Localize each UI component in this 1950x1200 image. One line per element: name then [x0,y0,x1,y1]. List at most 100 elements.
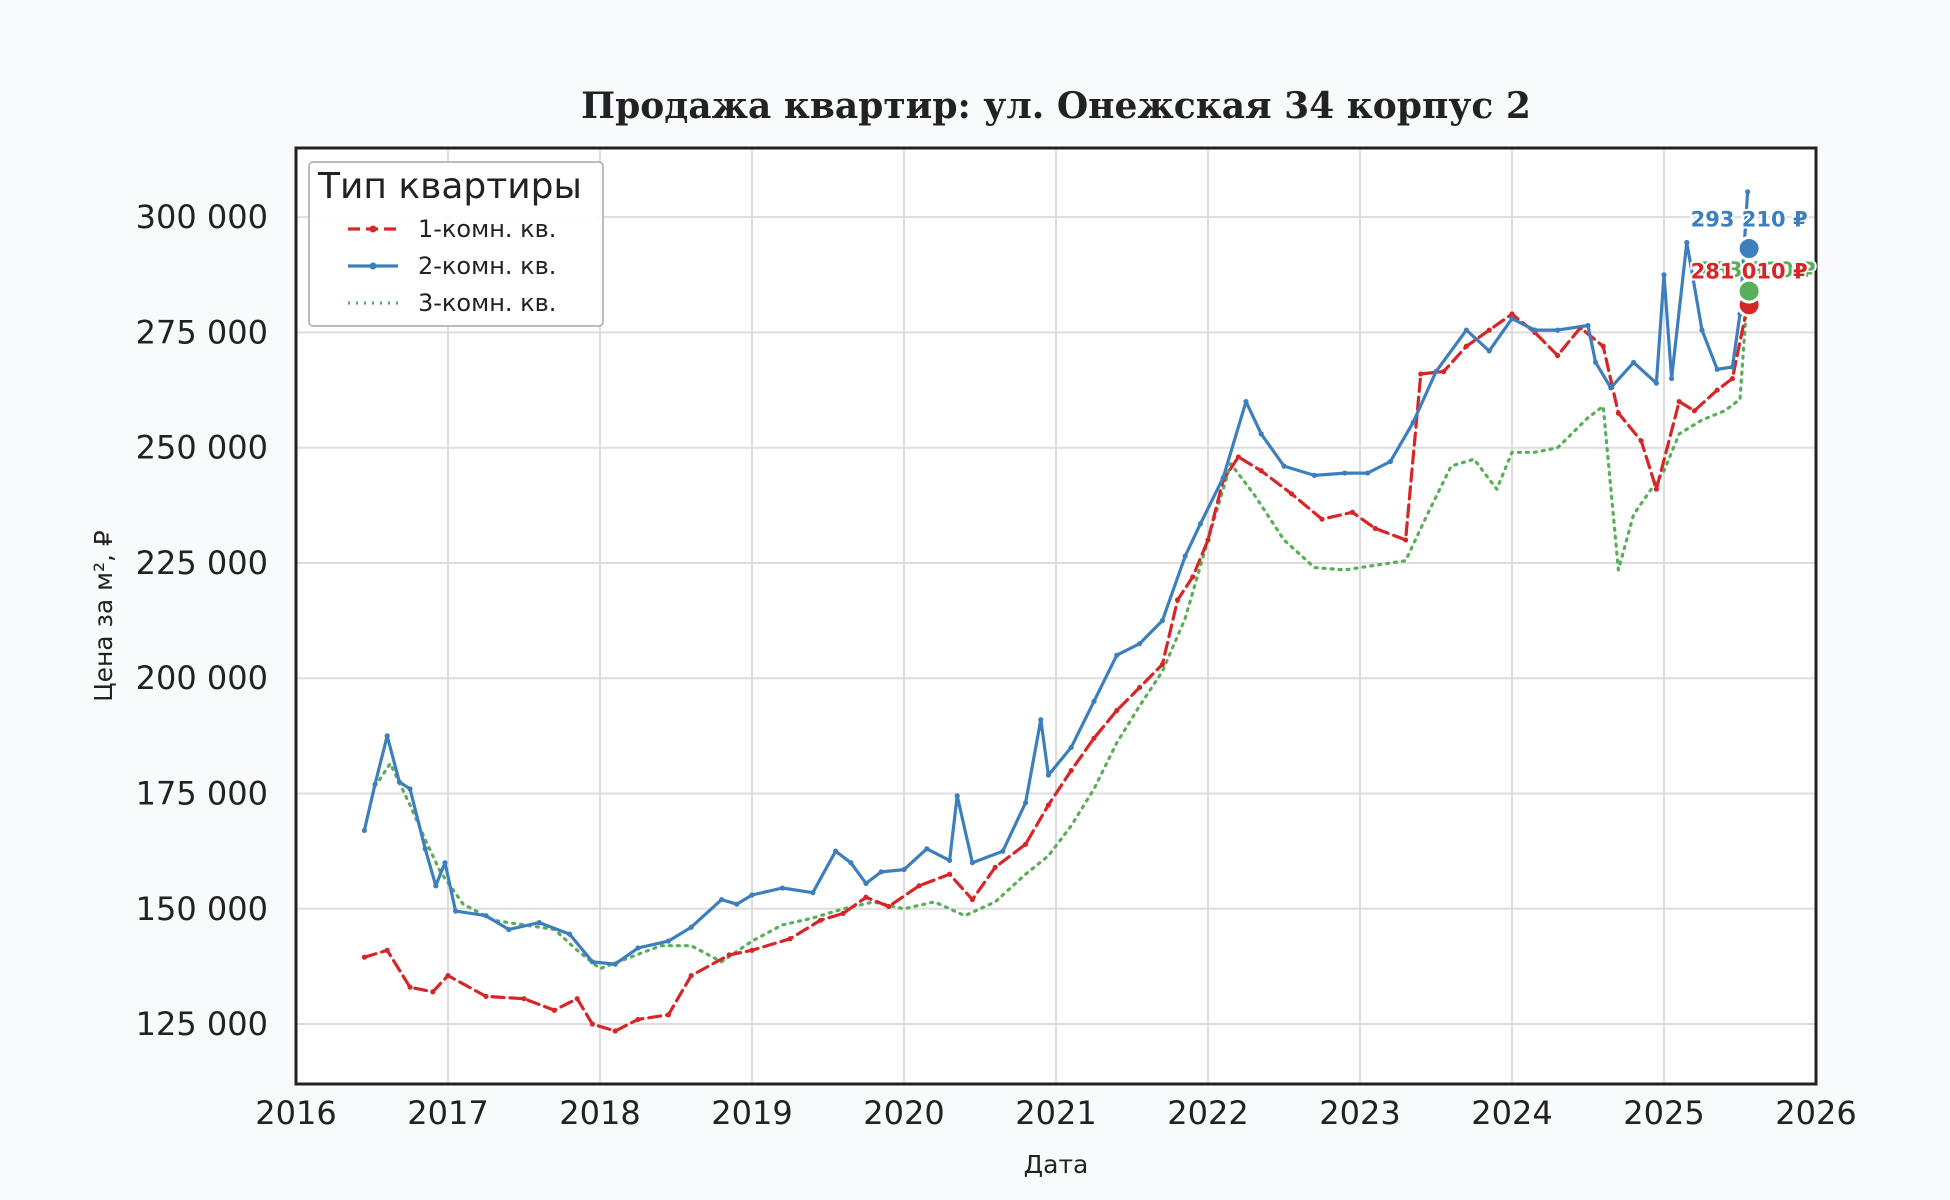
series-point-2 [407,786,413,792]
series-point-2 [453,908,459,914]
legend: Тип квартиры 1-комн. кв. 2-комн. кв. 3-ком… [308,161,604,327]
series-point-1 [1615,410,1621,416]
y-tick-label: 150 000 [136,890,268,928]
series-point-2 [833,848,839,854]
series-point-1 [1486,327,1492,333]
series-point-2 [1068,744,1074,751]
series-point-2 [1038,717,1044,723]
series-point-2 [422,846,428,852]
series-point-2 [665,938,672,944]
series-point-1 [1714,387,1720,393]
x-tick-label: 2019 [711,1094,792,1132]
y-tick-label: 275 000 [136,313,268,351]
series-point-1 [612,1028,618,1034]
series-point-2 [1699,327,1705,333]
series-point-2 [384,733,390,739]
series-point-2 [1745,189,1751,195]
series-point-1 [1205,537,1211,543]
series-point-2 [1281,463,1287,469]
legend-label-1: 1-комн. кв. [418,215,556,243]
series-point-2 [1486,348,1492,354]
series-point-2 [810,890,816,896]
series-point-1 [1159,661,1165,668]
series-point-1 [407,984,413,990]
series-point-1 [992,864,998,870]
series-point-2 [954,793,960,799]
legend-swatch-point-1 [369,225,377,233]
series-point-1 [1653,486,1659,492]
y-tick-label: 125 000 [136,1005,268,1043]
series-line-3 [378,289,1750,971]
series-point-2 [719,896,725,903]
series-layer [361,189,1751,1034]
series-point-2 [536,920,542,926]
y-axis-label: Цена за м², ₽ [89,530,118,702]
series-point-1 [840,910,846,916]
series-point-2 [433,883,439,889]
series-point-2 [901,866,907,873]
series-point-1 [1319,516,1325,522]
y-tick-label: 200 000 [136,659,268,697]
series-point-1 [1418,371,1424,377]
series-point-1 [665,1012,672,1018]
x-axis-label: Дата [1024,1150,1089,1179]
y-axis: 125 000 150 000 175 000 200 000 225 000 250 0… [136,198,268,1043]
series-point-2 [1593,359,1599,366]
series-point-2 [1091,698,1097,704]
series-point-1 [1045,802,1051,808]
series-point-2 [848,860,854,866]
series-point-2 [1410,419,1416,425]
chart-title: Продажа квартир: ул. Онежская 34 корпус … [581,85,1531,127]
series-point-2 [1365,470,1371,476]
series-point-2 [1669,375,1675,382]
series-point-2 [1114,652,1120,658]
y-tick-label: 300 000 [136,198,268,236]
series-point-1 [430,989,436,995]
series-point-1 [688,973,694,979]
series-point-2 [1258,431,1264,437]
legend-items: 1-комн. кв. 2-комн. кв. 3-комн. кв. [348,215,556,317]
series-point-1 [1068,767,1074,774]
series-point-2 [635,945,641,951]
series-point-2 [1555,327,1561,333]
series-point-2 [1023,800,1029,806]
end-value-label-1: 281 010 ₽ [1691,260,1808,284]
series-point-2 [506,926,512,933]
series-point-1 [947,871,953,877]
series-point-2 [1532,327,1538,333]
series-point-2 [863,880,869,887]
series-point-2 [612,961,618,967]
series-point-2 [779,885,786,891]
series-point-2 [1433,369,1439,375]
series-point-2 [924,846,930,852]
series-point-2 [1509,316,1515,322]
series-point-1 [1676,398,1682,405]
series-point-1 [551,1007,558,1013]
series-point-1 [1235,454,1241,460]
y-tick-label: 175 000 [136,775,268,813]
series-point-1 [384,947,390,953]
legend-title: Тип квартиры [317,166,582,207]
series-point-1 [1463,343,1469,349]
series-point-1 [787,936,793,942]
x-axis: 2016 2017 2018 2019 2020 2021 2022 2023 2024 2025… [255,1094,1856,1132]
series-point-1 [1729,375,1735,382]
series-point-2 [1463,327,1469,333]
series-point-2 [1159,618,1165,624]
end-marker-2 [1736,235,1762,261]
legend-swatch-point-2 [369,262,377,270]
series-point-2 [1585,322,1591,329]
series-point-1 [1403,537,1409,543]
series-point-1 [1372,525,1378,531]
series-point-2 [483,913,489,919]
series-point-2 [1653,380,1659,386]
series-point-2 [1729,364,1735,370]
series-point-1 [1555,352,1561,359]
series-point-2 [396,779,402,785]
series-point-1 [635,1016,641,1023]
x-tick-label: 2016 [255,1094,336,1132]
series-point-1 [1175,597,1181,603]
series-point-1 [749,947,755,953]
series-point-1 [1691,408,1697,414]
series-point-1 [589,1021,596,1027]
